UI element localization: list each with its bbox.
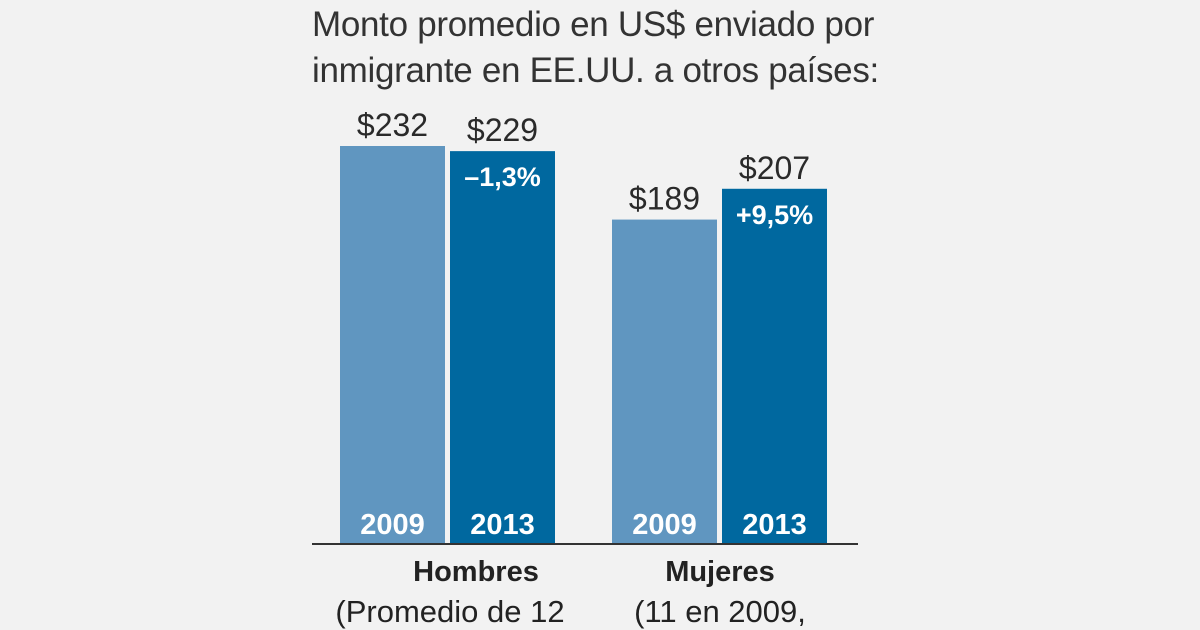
value-label-hombres-2013: $229 (467, 112, 538, 148)
chart-title-line-1: Monto promedio en US$ enviado por (312, 5, 875, 44)
chart-title-line-2: inmigrante en EE.UU. a otros países: (312, 51, 879, 90)
category-label-mujeres: Mujeres (665, 556, 775, 588)
series-label-hombres-2013: 2013 (470, 509, 535, 541)
bar-mujeres-2013 (722, 188, 827, 544)
series-label-mujeres-2013: 2013 (742, 509, 807, 541)
series-label-mujeres-2009: 2009 (632, 509, 697, 541)
bar-hombres-2013 (450, 151, 555, 544)
category-label-hombres: Hombres (413, 556, 539, 588)
category-note-hombres: (Promedio de 12 (335, 594, 565, 629)
value-label-mujeres-2009: $189 (629, 181, 700, 217)
change-label-mujeres-2013: +9,5% (736, 200, 813, 230)
series-label-hombres-2009: 2009 (360, 509, 425, 541)
bar-hombres-2009 (340, 146, 445, 543)
bar-mujeres-2009 (612, 219, 717, 543)
change-label-hombres-2013: –1,3% (464, 162, 541, 192)
value-label-mujeres-2013: $207 (739, 150, 810, 186)
chart-title: Monto promedio en US$ enviado por inmigr… (312, 2, 932, 94)
value-label-hombres-2009: $232 (357, 107, 428, 143)
category-note-mujeres: (11 en 2009, (634, 594, 806, 629)
